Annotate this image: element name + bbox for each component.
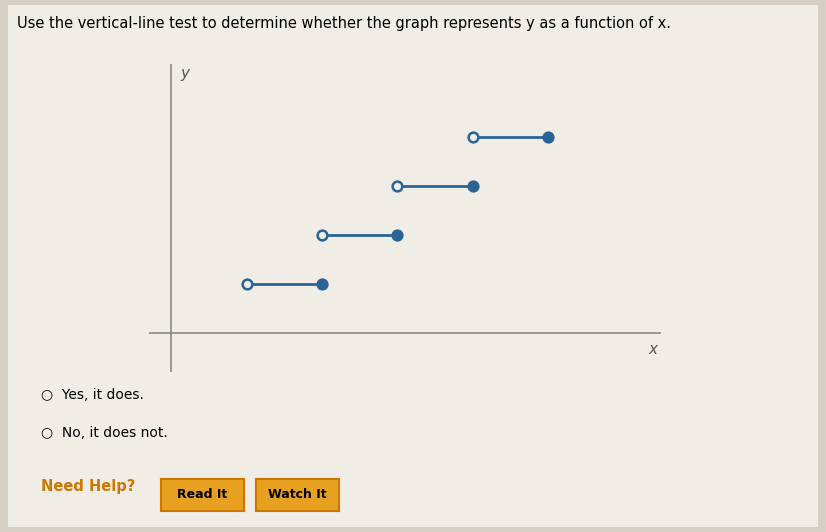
Text: ○  No, it does not.: ○ No, it does not. <box>41 426 168 439</box>
Text: Need Help?: Need Help? <box>41 479 135 494</box>
Text: Read It: Read It <box>178 488 227 501</box>
Text: x: x <box>648 342 657 357</box>
Text: Use the vertical-line test to determine whether the graph represents y as a func: Use the vertical-line test to determine … <box>17 16 671 31</box>
Text: y: y <box>180 66 189 81</box>
FancyBboxPatch shape <box>8 5 818 527</box>
Text: Watch It: Watch It <box>268 488 326 501</box>
Text: ○  Yes, it does.: ○ Yes, it does. <box>41 388 145 402</box>
